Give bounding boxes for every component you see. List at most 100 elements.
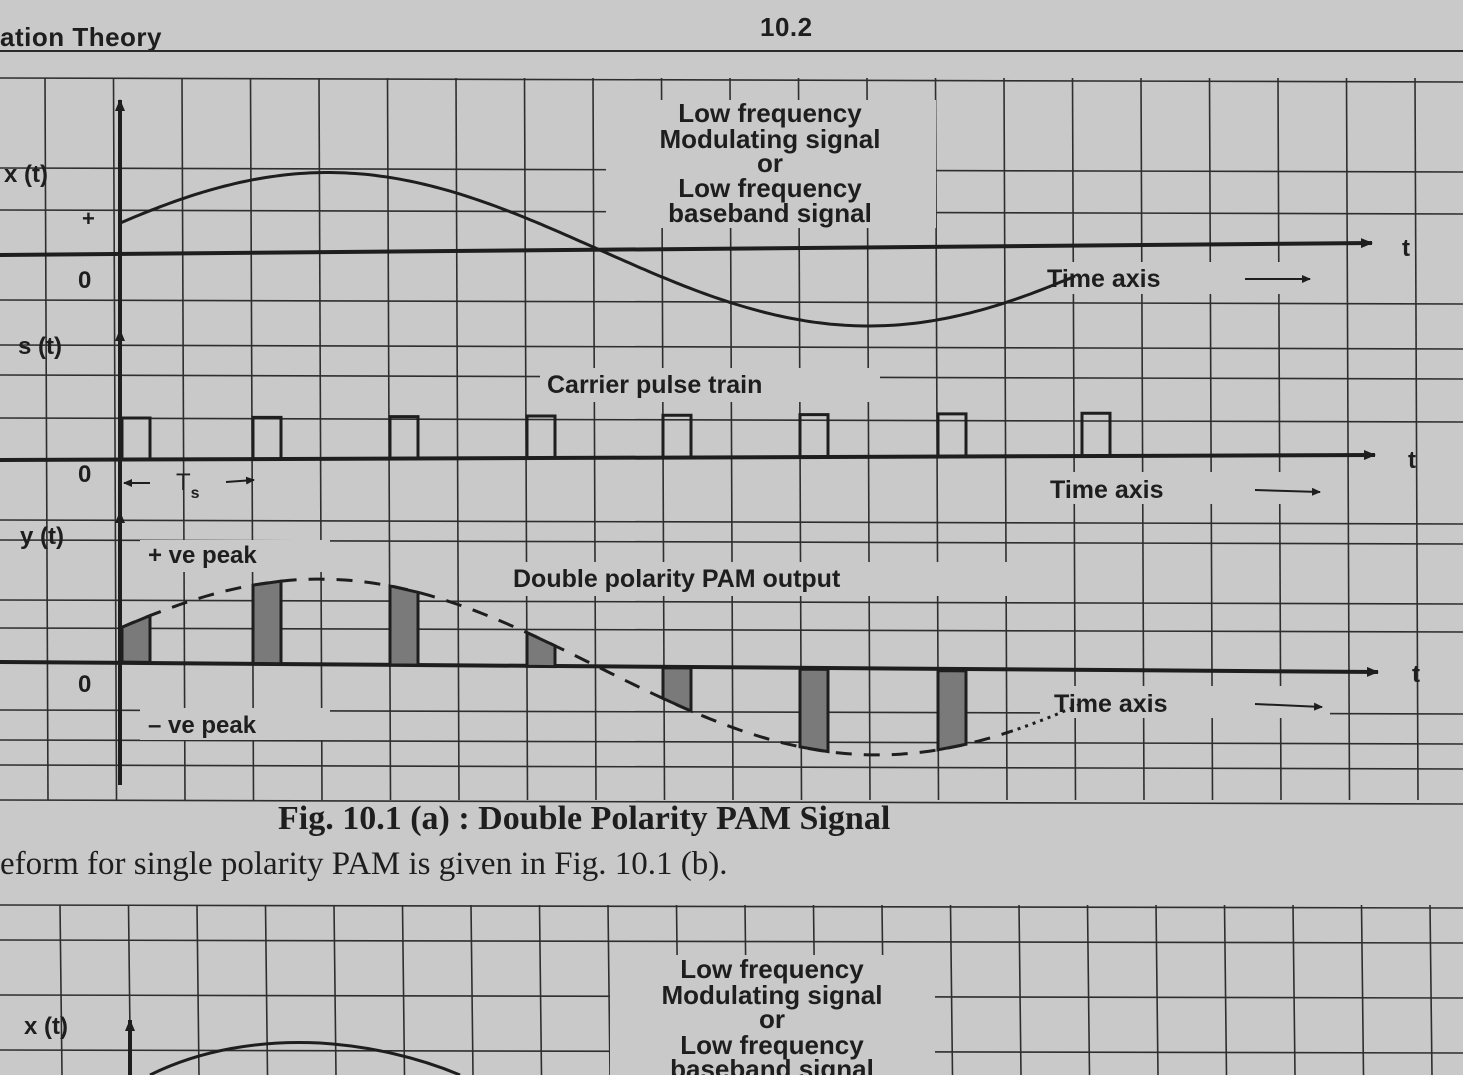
grid-line — [0, 627, 1463, 633]
grid-line — [592, 77, 597, 801]
carrier-pulse-train — [120, 411, 1112, 460]
page-number: 10.2 — [760, 12, 813, 42]
pam-sample-pulse — [661, 666, 693, 714]
annotation-mask — [610, 955, 935, 1075]
grid-line — [0, 599, 1463, 605]
grid-line — [1277, 77, 1282, 801]
axis-label-s: s (t) — [18, 333, 62, 360]
grid-line — [333, 904, 337, 1075]
zero-label-y: 0 — [78, 671, 91, 698]
grid-line — [0, 417, 1463, 423]
annotation-line: or — [757, 148, 783, 178]
period-label: Ts — [176, 469, 200, 502]
grid-line — [264, 904, 269, 1075]
carrier-pulse — [661, 413, 693, 458]
figure-caption: Fig. 10.1 (a) : Double Polarity PAM Sign… — [278, 800, 891, 837]
time-direction-arrow — [1254, 702, 1323, 711]
running-header-title: ation Theory — [0, 22, 163, 52]
grid-line — [112, 77, 118, 801]
grid-line — [0, 344, 1463, 350]
grid-line — [318, 77, 323, 801]
pam-sample-pulse — [120, 613, 152, 664]
annotation-mask — [1040, 686, 1330, 718]
grid-line — [0, 519, 1463, 525]
carrier-pulse — [251, 415, 283, 460]
time-axis-label: Time axis — [1054, 690, 1168, 718]
grid-line — [59, 904, 63, 1075]
grid-line — [1086, 904, 1091, 1075]
grid-line — [1140, 77, 1145, 801]
time-axis-s — [0, 450, 1376, 462]
grid-line — [538, 904, 543, 1075]
time-direction-arrow — [1254, 487, 1321, 496]
grid-line — [1155, 904, 1159, 1075]
grid-line — [0, 77, 1463, 83]
zero-label-x: 0 — [78, 267, 91, 294]
grid-line — [196, 904, 200, 1075]
t-label: t — [1408, 447, 1416, 474]
annotation-line: Low frequency — [680, 1030, 864, 1060]
grid-line — [0, 904, 1463, 909]
grid-line — [1223, 904, 1228, 1075]
grid-line — [1345, 77, 1351, 801]
grid-line — [455, 77, 460, 801]
body-paragraph: eform for single polarity PAM is given i… — [0, 846, 728, 882]
grid-line — [1414, 77, 1419, 801]
grid-line — [44, 77, 49, 801]
positive-peak-label: + ve peak — [148, 542, 257, 569]
annotation-mask — [505, 562, 1015, 596]
grid-line — [401, 904, 406, 1075]
grid-line — [0, 939, 1463, 944]
annotation-line: Low frequency — [678, 98, 862, 128]
axis-label-x: x (t) — [4, 161, 48, 188]
grid-line — [0, 739, 1463, 745]
annotation-mask — [1040, 472, 1320, 504]
grid-line — [1292, 904, 1296, 1075]
grid-line — [949, 904, 954, 1075]
grid-line — [181, 77, 186, 801]
grid-line — [1208, 77, 1214, 801]
time-axis-label: Time axis — [1047, 265, 1161, 293]
header-rule — [0, 50, 1463, 52]
carrier-annotation: Carrier pulse train — [547, 371, 762, 399]
annotation-mask — [140, 708, 330, 740]
annotation-line: Low frequency — [680, 954, 864, 984]
axis-label-y: y (t) — [20, 523, 64, 550]
carrier-pulse — [388, 415, 420, 459]
annotation-mask — [140, 540, 330, 572]
modulating-signal-curve-b — [149, 1041, 461, 1075]
axis-label-x-b: x (t) — [24, 1013, 68, 1040]
grid-line — [1003, 77, 1008, 801]
grid-line — [607, 904, 611, 1075]
pam-sample-pulse — [525, 630, 557, 669]
carrier-pulse — [1080, 411, 1112, 456]
carrier-pulse — [120, 416, 152, 460]
grid-line — [1071, 77, 1077, 801]
t-label: t — [1412, 661, 1420, 688]
grid-line — [1429, 904, 1433, 1075]
annotation-line: Modulating signal — [662, 980, 883, 1010]
modulating-signal-curve — [119, 171, 1076, 328]
graph-grid-b — [0, 904, 1463, 1075]
annotation-line: Low frequency — [678, 173, 862, 203]
pam-samples — [120, 579, 968, 754]
pam-annotation: Double polarity PAM output — [513, 565, 841, 593]
t-label: t — [1402, 235, 1410, 262]
grid-line — [1018, 904, 1022, 1075]
carrier-pulse — [798, 413, 830, 457]
carrier-pulse — [525, 414, 557, 458]
pam-sample-pulse — [388, 584, 420, 667]
negative-peak-label: – ve peak — [148, 712, 257, 739]
time-axis-label: Time axis — [1050, 476, 1164, 504]
time-axis-x — [0, 238, 1373, 257]
annotation-mask — [540, 368, 880, 402]
grid-line — [1360, 904, 1365, 1075]
annotation-line: baseband signal — [670, 1054, 874, 1075]
grid-line — [470, 904, 474, 1075]
grid-line — [0, 799, 1463, 805]
pam-sample-pulse — [798, 667, 830, 754]
grid-line — [0, 764, 1463, 770]
pam-sample-pulse — [251, 579, 283, 666]
